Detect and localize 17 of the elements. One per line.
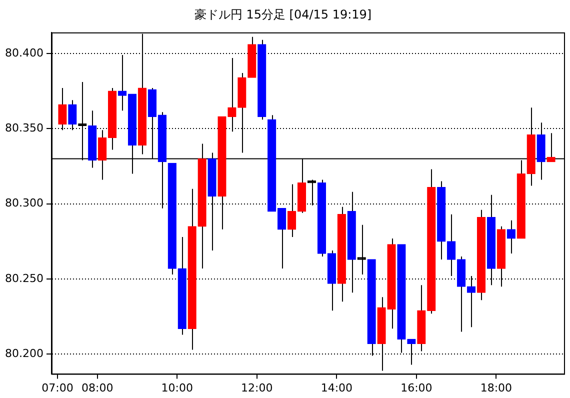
candlestick <box>228 57 236 132</box>
x-tick-label: 07:00 <box>42 381 74 394</box>
y-tick-label: 80.400 <box>4 46 44 60</box>
candlestick <box>447 214 456 277</box>
x-tick-label: 18:00 <box>480 381 512 394</box>
y-tick-label: 80.200 <box>4 347 44 360</box>
y-tick-label: 80.250 <box>4 272 44 285</box>
x-tick-label: 12:00 <box>241 381 273 394</box>
y-tick-label: 80.350 <box>4 122 44 135</box>
x-tick-label: 10:00 <box>161 381 193 394</box>
candlestick <box>506 220 516 254</box>
candlestick <box>357 224 366 276</box>
x-tick-label: 16:00 <box>400 381 432 394</box>
x-tick-label: 08:00 <box>82 381 114 394</box>
chart-title: 豪ドル円 15分足 [04/15 19:19] <box>194 7 372 22</box>
x-tick-label: 14:00 <box>320 381 353 394</box>
y-tick-label: 80.300 <box>4 196 44 210</box>
